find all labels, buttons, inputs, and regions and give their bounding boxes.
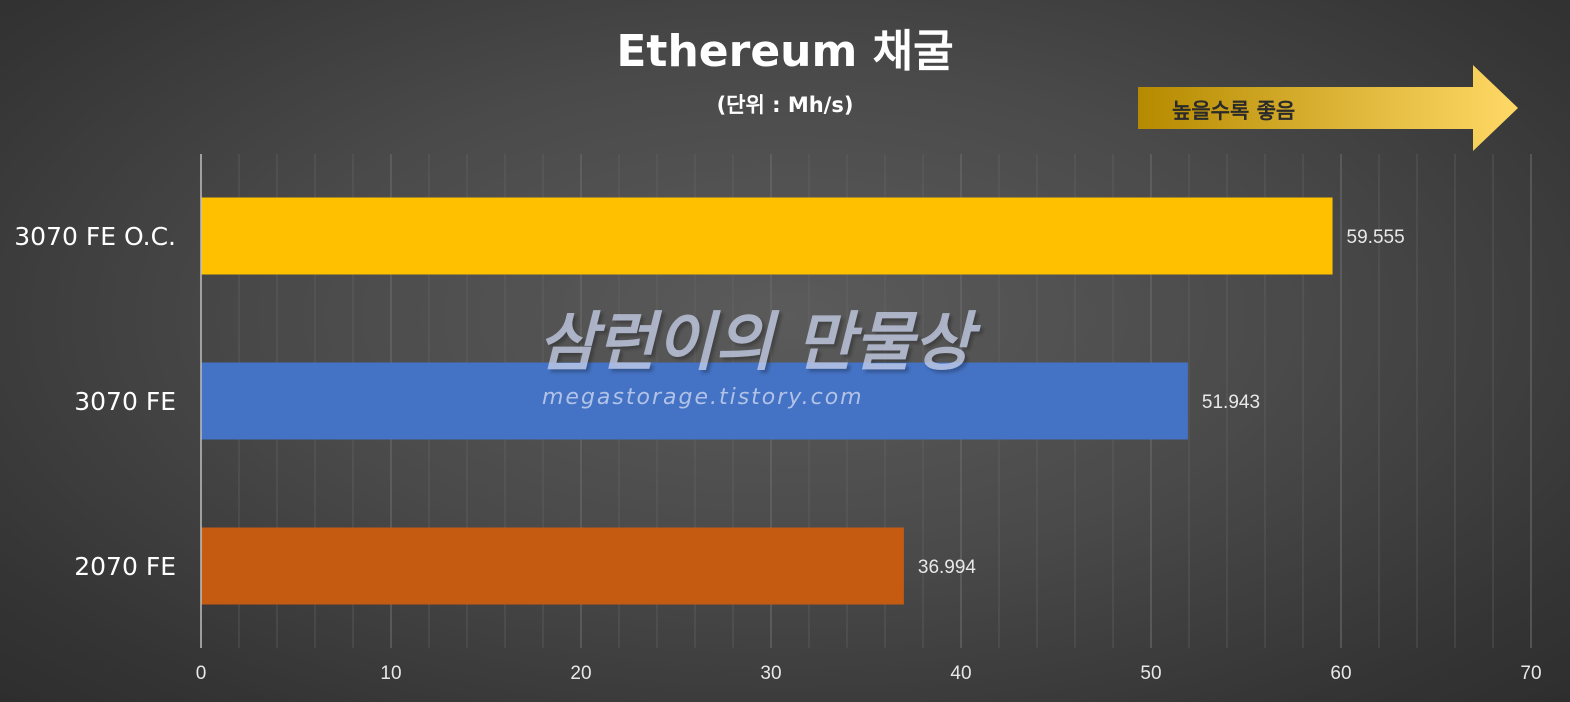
x-tick-label-2: 20 (570, 663, 591, 684)
chart-subtitle: (단위 : Mh/s) (717, 93, 854, 117)
x-tick-label-3: 30 (760, 663, 781, 684)
arrow-label: 높을수록 좋음 (1172, 99, 1295, 123)
chart-title: Ethereum 채굴 (616, 26, 953, 77)
bar-0 (201, 197, 1333, 275)
category-label-0: 3070 FE O.C. (14, 222, 176, 251)
arrow-shape (1138, 65, 1518, 151)
x-tick-label-1: 10 (380, 663, 401, 684)
bar-2 (201, 527, 904, 605)
data-label-1: 51.943 (1202, 392, 1260, 413)
data-label-0: 59.555 (1347, 227, 1405, 248)
x-tick-label-4: 40 (950, 663, 971, 684)
bar-1 (201, 362, 1188, 440)
x-tick-label-6: 60 (1330, 663, 1351, 684)
category-label-2: 2070 FE (74, 552, 176, 581)
x-axis-ticks: 0 10 20 30 40 50 60 70 (196, 663, 1542, 684)
x-tick-label-5: 50 (1140, 663, 1161, 684)
category-label-1: 3070 FE (74, 387, 176, 416)
higher-is-better-arrow: 높을수록 좋음 (1138, 65, 1518, 151)
category-labels: 3070 FE O.C. 3070 FE 2070 FE (14, 222, 176, 581)
data-label-2: 36.994 (918, 557, 977, 578)
x-tick-label-7: 70 (1520, 663, 1541, 684)
value-labels: 59.555 51.943 36.994 (918, 227, 1405, 578)
bars (201, 197, 1333, 605)
watermark-url-text: megastorage.tistory.com (542, 385, 864, 410)
watermark: 삼런이의 만물상 megastorage.tistory.com (538, 306, 982, 410)
watermark-main-text: 삼런이의 만물상 (538, 306, 982, 380)
x-tick-label-0: 0 (196, 663, 207, 684)
